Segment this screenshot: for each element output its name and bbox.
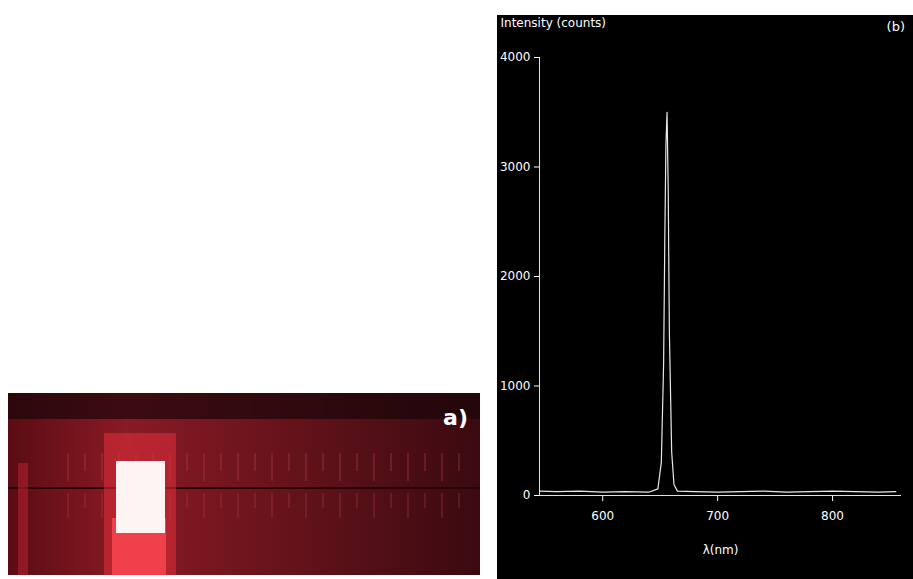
svg-text:2000: 2000 bbox=[500, 269, 531, 283]
svg-text:λ(nm): λ(nm) bbox=[703, 543, 739, 557]
svg-text:600: 600 bbox=[591, 509, 614, 523]
svg-text:3000: 3000 bbox=[500, 160, 531, 174]
svg-text:1000: 1000 bbox=[500, 379, 531, 393]
html-text:(b): (b) bbox=[886, 19, 905, 34]
svg-text:0: 0 bbox=[523, 488, 531, 502]
svg-text:a): a) bbox=[443, 405, 468, 430]
svg-text:Intensity (counts): Intensity (counts) bbox=[501, 16, 607, 30]
svg-text:700: 700 bbox=[706, 509, 729, 523]
svg-text:800: 800 bbox=[821, 509, 844, 523]
svg-text:4000: 4000 bbox=[500, 50, 531, 64]
